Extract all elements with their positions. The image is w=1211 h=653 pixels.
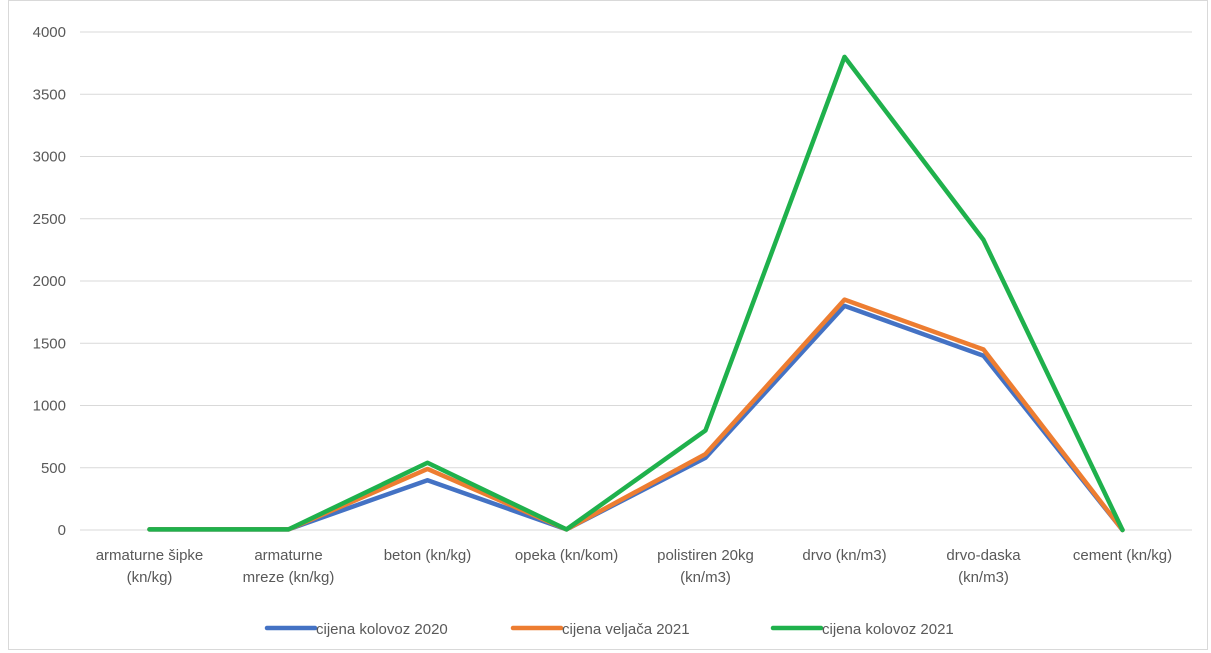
x-tick-label: beton (kn/kg)	[384, 547, 472, 564]
x-tick-label: drvo (kn/m3)	[802, 547, 886, 564]
x-tick-label: polistiren 20kg (kn/m3)	[657, 547, 754, 586]
x-tick-label-line: mreze (kn/kg)	[243, 569, 335, 586]
series-line-3	[150, 57, 1123, 530]
y-tick-label: 1500	[33, 335, 66, 352]
x-tick-label-line: armaturne	[254, 547, 322, 564]
y-tick-label: 2000	[33, 273, 66, 290]
x-tick-label: drvo-daska (kn/m3)	[946, 547, 1021, 586]
legend-label: cijena veljača 2021	[562, 621, 690, 638]
legend-label: cijena kolovoz 2020	[316, 621, 448, 638]
x-tick-label-line: polistiren 20kg	[657, 547, 754, 564]
x-tick-label-line: (kn/kg)	[127, 569, 173, 586]
x-tick-label-line: armaturne šipke	[96, 547, 204, 564]
legend: cijena kolovoz 2020 cijena veljača 2021 ci…	[267, 621, 954, 638]
x-axis-ticks: armaturne šipke (kn/kg) armaturne mreze (kn…	[96, 547, 1172, 586]
x-tick-label-line: (kn/m3)	[680, 569, 731, 586]
y-tick-label: 3500	[33, 86, 66, 103]
x-tick-label-line: drvo-daska	[946, 547, 1021, 564]
y-tick-label: 1000	[33, 398, 66, 415]
y-tick-label: 0	[58, 522, 66, 539]
x-tick-label: armaturne šipke (kn/kg)	[96, 547, 204, 586]
y-tick-label: 3000	[33, 149, 66, 166]
y-tick-label: 500	[41, 460, 66, 477]
x-tick-label: armaturne mreze (kn/kg)	[243, 547, 335, 586]
x-tick-label: cement (kn/kg)	[1073, 547, 1172, 564]
y-tick-label: 2500	[33, 211, 66, 228]
x-tick-label-line: (kn/m3)	[958, 569, 1009, 586]
x-tick-label-line: opeka (kn/kom)	[515, 547, 618, 564]
series-line-1	[150, 306, 1123, 530]
legend-label: cijena kolovoz 2021	[822, 621, 954, 638]
y-tick-label: 4000	[33, 24, 66, 41]
x-tick-label-line: drvo (kn/m3)	[802, 547, 886, 564]
x-tick-label: opeka (kn/kom)	[515, 547, 618, 564]
y-axis-ticks: 0 500 1000 1500 2000 2500 3000 3500 4000	[33, 24, 66, 539]
series-lines	[149, 57, 1122, 530]
x-tick-label-line: cement (kn/kg)	[1073, 547, 1172, 564]
gridlines	[80, 32, 1192, 530]
x-tick-label-line: beton (kn/kg)	[384, 547, 472, 564]
